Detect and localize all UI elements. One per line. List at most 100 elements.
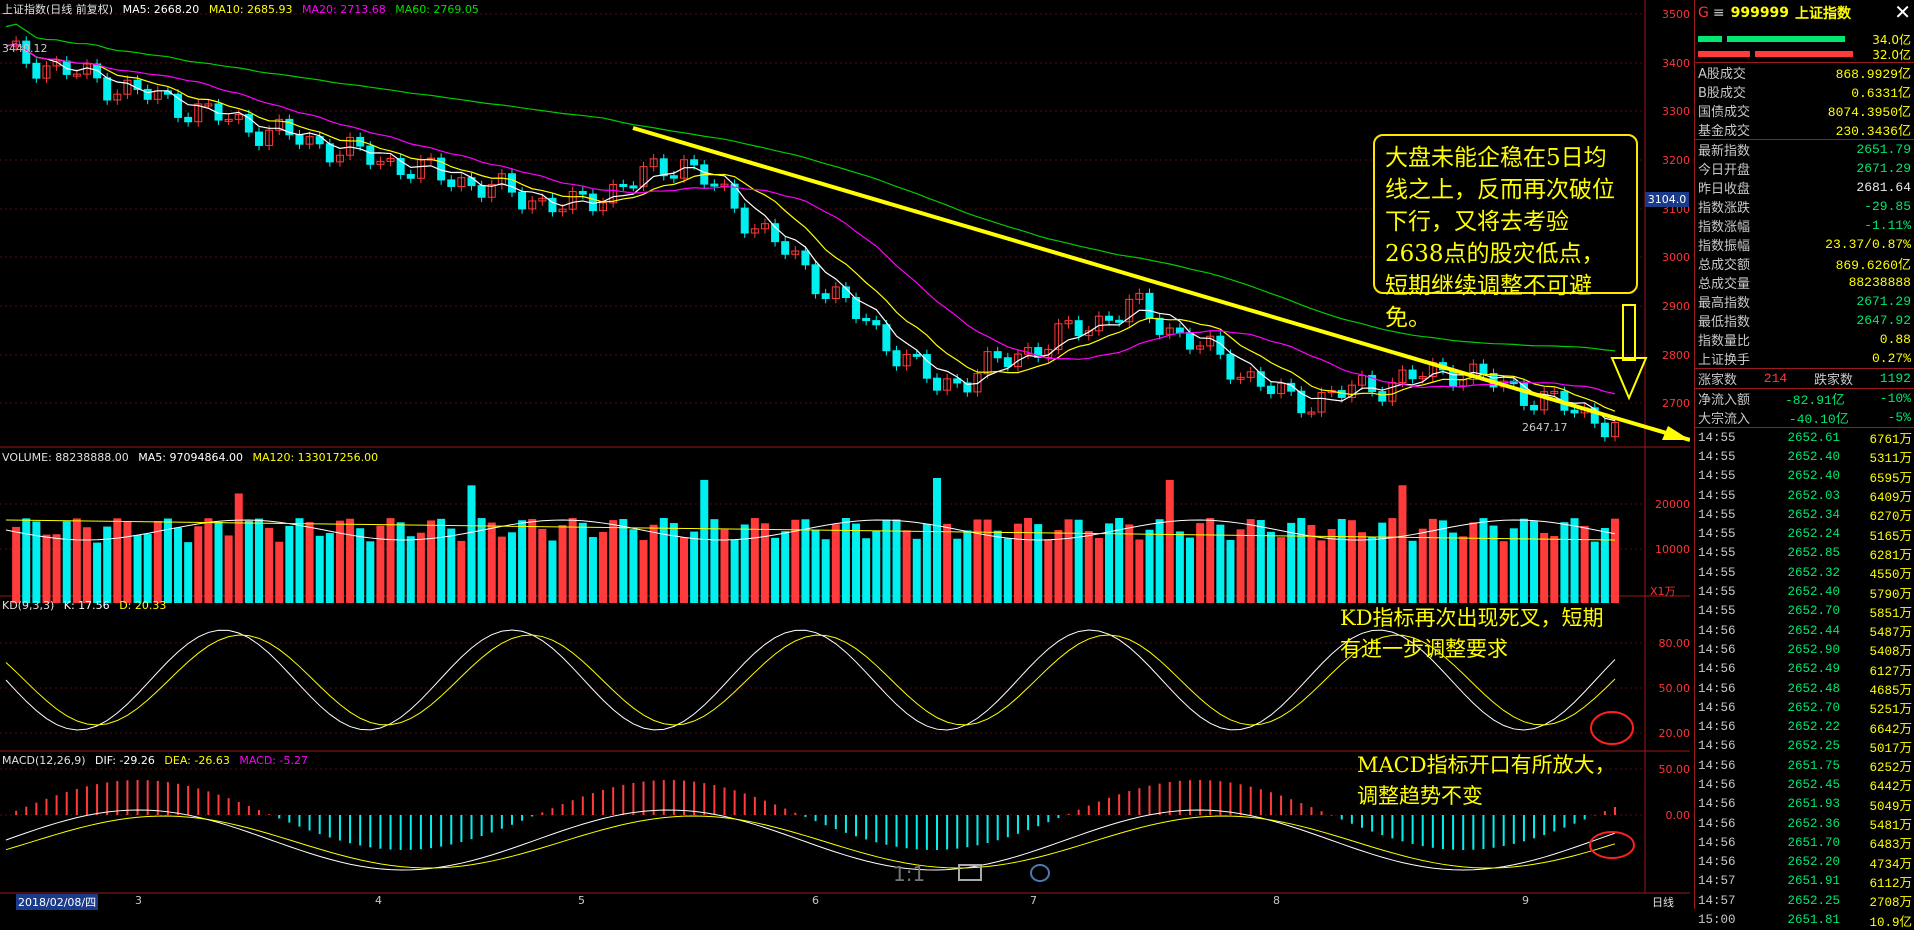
volume-bar — [649, 524, 658, 603]
date-sep: 9 — [1522, 894, 1529, 907]
tick-volume: 6252万 — [1869, 761, 1912, 776]
tick-row[interactable]: 14:56 2652.44 5487万 — [1695, 621, 1914, 641]
volume-bar — [862, 538, 871, 603]
tick-row[interactable]: 14:56 2652.90 5408万 — [1695, 640, 1914, 660]
volume-bar — [1347, 520, 1356, 603]
zoom-label[interactable]: 1:1 — [893, 862, 926, 886]
candle-body — [1246, 371, 1255, 378]
candle-body — [1135, 292, 1144, 300]
volume-bar — [1125, 524, 1134, 603]
tick-volume: 2708万 — [1869, 896, 1912, 911]
price-axis-3400: 3400 — [1662, 57, 1690, 70]
turnover-label: 基金成交 — [1698, 124, 1751, 139]
annotation-kd: KD指标再次出现死叉，短期 有进一步调整要求 — [1340, 603, 1670, 665]
volume-bar — [760, 523, 769, 603]
volume-unit: X1万 — [1650, 585, 1676, 598]
tick-row[interactable]: 14:56 2652.49 6127万 — [1695, 660, 1914, 679]
volume-bar — [285, 525, 294, 603]
tick-row[interactable]: 14:57 2652.25 2708万 — [1695, 891, 1914, 911]
tick-row[interactable]: 14:56 2652.20 4734万 — [1695, 853, 1914, 872]
tick-row[interactable]: 14:55 2652.70 5851万 — [1695, 602, 1914, 621]
tick-row[interactable]: 14:55 2652.34 6270万 — [1695, 505, 1914, 525]
tick-volume: 5790万 — [1869, 587, 1912, 602]
candle-body — [1125, 298, 1134, 323]
candle-body — [244, 114, 253, 133]
candle-body — [62, 60, 71, 75]
volume-bar — [720, 529, 729, 603]
volume-bar — [831, 524, 840, 603]
tick-row[interactable]: 14:56 2651.93 5049万 — [1695, 795, 1914, 814]
tick-row[interactable]: 14:55 2652.40 6595万 — [1695, 467, 1914, 486]
tick-row[interactable]: 14:55 2652.40 5311万 — [1695, 447, 1914, 467]
candle-body — [224, 118, 233, 122]
menu-icon[interactable]: ≡ — [1712, 5, 1725, 21]
volume-bar — [204, 518, 213, 603]
ma10-label: MA10: 2685.93 — [208, 3, 293, 16]
tick-row[interactable]: 14:56 2652.70 5251万 — [1695, 698, 1914, 718]
tick-row[interactable]: 14:57 2651.91 6112万 — [1695, 872, 1914, 891]
tick-row[interactable]: 14:55 2652.24 5165万 — [1695, 524, 1914, 544]
tick-row[interactable]: 14:56 2652.48 4685万 — [1695, 679, 1914, 699]
close-icon[interactable]: ✕ — [1894, 0, 1911, 24]
volume-bar — [943, 523, 952, 603]
volume-bar — [993, 530, 1002, 603]
tick-row[interactable]: 14:56 2652.36 5481万 — [1695, 814, 1914, 834]
candle-body — [649, 158, 658, 168]
tick-price: 2652.44 — [1787, 623, 1840, 638]
volume-bar — [1550, 535, 1559, 603]
candle-body — [143, 88, 152, 100]
volume-bar — [1398, 485, 1407, 603]
date-june: 6 — [812, 894, 819, 907]
tick-volume: 5481万 — [1869, 819, 1912, 834]
tick-row[interactable]: 14:56 2651.70 6483万 — [1695, 833, 1914, 853]
volume-bar — [1519, 518, 1528, 603]
volume-bar — [953, 538, 962, 603]
tick-row[interactable]: 14:55 2652.03 6409万 — [1695, 486, 1914, 506]
tick-row[interactable]: 14:55 2652.32 4550万 — [1695, 563, 1914, 583]
tick-row[interactable]: 14:56 2652.25 5017万 — [1695, 737, 1914, 756]
tick-time: 14:56 — [1698, 623, 1736, 638]
tick-time: 14:57 — [1698, 893, 1736, 908]
tick-volume: 6642万 — [1869, 722, 1912, 737]
tick-volume: 6761万 — [1869, 433, 1912, 448]
tick-row[interactable]: 14:56 2652.45 6442万 — [1695, 775, 1914, 795]
candle-body — [993, 351, 1002, 359]
up-label: 涨家数 — [1698, 373, 1738, 388]
fullscreen-icon[interactable] — [958, 864, 982, 881]
tick-volume: 5851万 — [1869, 606, 1912, 621]
tick-row[interactable]: 14:55 2652.40 5790万 — [1695, 582, 1914, 602]
volume-bar — [771, 537, 780, 603]
candle-body — [801, 250, 810, 266]
volume-bar — [366, 541, 375, 603]
turnover-value: 0.6331亿 — [1851, 86, 1911, 101]
tick-list[interactable]: 14:55 2652.61 6761万 14:55 2652.40 5311万 14:55 2… — [1695, 427, 1914, 930]
volume-bar — [518, 520, 527, 603]
index-stat-label: 总成交额 — [1698, 258, 1751, 273]
tick-row[interactable]: 14:55 2652.61 6761万 — [1695, 428, 1914, 448]
candle-body — [1611, 422, 1619, 438]
tick-row[interactable]: 15:00 2651.81 10.9亿 — [1695, 910, 1914, 930]
candle-body — [609, 183, 618, 204]
period-label[interactable]: 日线 — [1652, 896, 1674, 909]
kline-chart-canvas[interactable] — [0, 0, 1690, 909]
kline-chart-area[interactable]: 上证指数(日线 前复权) MA5: 2668.20 MA10: 2685.93 … — [0, 0, 1690, 910]
tick-volume: 6409万 — [1869, 491, 1912, 506]
volume-bar — [902, 530, 911, 603]
volume-header: VOLUME: 88238888.00 MA5: 97094864.00 MA1… — [2, 451, 384, 464]
volume-bar — [912, 538, 921, 603]
index-stat-label: 指数振幅 — [1698, 239, 1751, 254]
volume-bar — [42, 534, 51, 603]
candle-body — [791, 250, 800, 255]
volume-bar — [1175, 531, 1184, 603]
tick-row[interactable]: 14:56 2652.22 6642万 — [1695, 717, 1914, 737]
tick-row[interactable]: 14:56 2651.75 6252万 — [1695, 756, 1914, 776]
tick-row[interactable]: 14:55 2652.85 6281万 — [1695, 544, 1914, 563]
candle-body — [1155, 317, 1164, 335]
candle-body — [123, 79, 132, 95]
candle-body — [973, 373, 982, 393]
annotation-macd-line1: MACD指标开口有所放大， — [1357, 753, 1616, 777]
zoom-icon[interactable] — [1030, 864, 1050, 882]
tick-price: 2652.40 — [1787, 449, 1840, 464]
flow-bar-red-small — [1698, 51, 1750, 57]
volume-bar — [1226, 539, 1235, 603]
